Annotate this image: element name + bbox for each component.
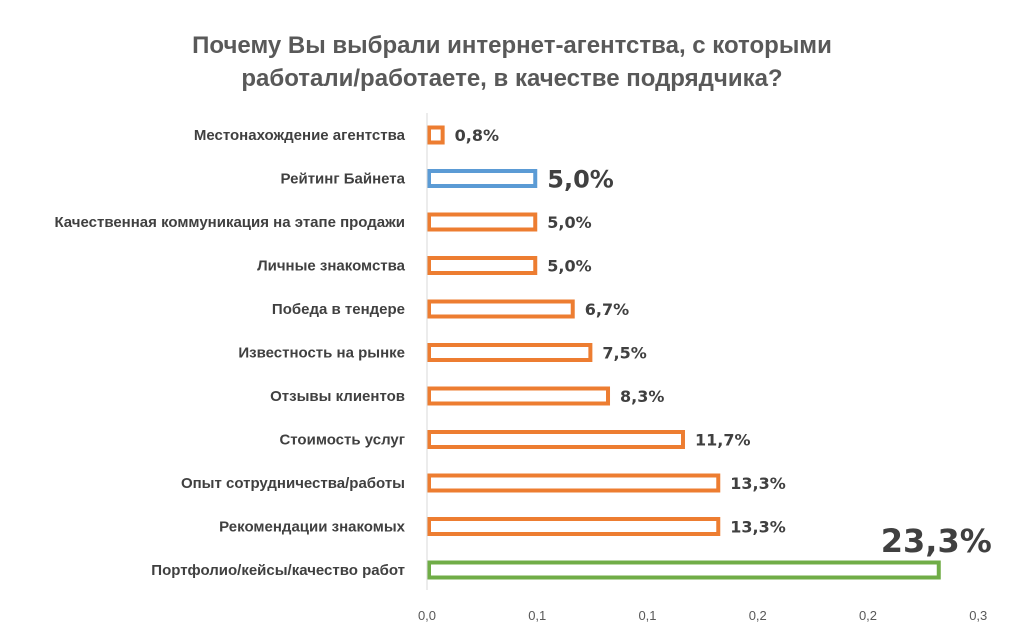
chart-title: Почему Вы выбрали интернет-агентства, с … <box>192 32 832 92</box>
x-tick-label: 0,0 <box>418 608 436 623</box>
category-label: Личные знакомства <box>257 258 406 275</box>
bars <box>427 125 941 580</box>
category-label: Известность на рынке <box>238 345 405 362</box>
category-label: Портфолио/кейсы/качество работ <box>151 562 405 579</box>
x-tick-label: 0,1 <box>638 608 656 623</box>
category-label: Отзывы клиентов <box>270 388 405 405</box>
data-label: 13,3% <box>730 518 786 537</box>
data-label: 5,0% <box>547 257 591 276</box>
x-axis: 0,0 0,1 0,1 0,2 0,2 0,3 <box>418 113 987 623</box>
x-tick-label: 0,2 <box>749 608 767 623</box>
data-label: 8,3% <box>620 387 664 406</box>
category-label: Рейтинг Байнета <box>281 171 406 188</box>
data-label: 11,7% <box>695 431 751 450</box>
bar <box>427 169 538 188</box>
bar <box>427 212 538 232</box>
data-labels: 0,8% 5,0% 5,0% 5,0% 6,7% 7,5% 8,3% 11,7% 13,3% 13… <box>455 126 992 560</box>
x-tick-label: 0,2 <box>859 608 877 623</box>
data-label: 7,5% <box>602 344 646 363</box>
bar <box>427 517 721 536</box>
category-labels: Местонахождение агентства Рейтинг Байнета… <box>54 127 405 579</box>
category-label: Качественная коммуникация на этапе прода… <box>54 214 405 231</box>
x-tick-label: 0,1 <box>528 608 546 623</box>
category-label: Стоимость услуг <box>279 432 405 449</box>
chart-title-line-1: Почему Вы выбрали интернет-агентства, с … <box>192 32 832 59</box>
data-label: 23,3% <box>881 522 992 560</box>
data-label: 0,8% <box>455 126 499 145</box>
bar <box>427 343 593 362</box>
bar <box>427 430 685 449</box>
bar <box>427 256 538 275</box>
category-label: Победа в тендере <box>272 301 405 318</box>
bar <box>427 125 445 145</box>
data-label: 5,0% <box>547 166 614 194</box>
x-tick-label: 0,3 <box>969 608 987 623</box>
bar <box>427 473 721 493</box>
bar <box>427 560 941 580</box>
data-label: 6,7% <box>585 300 629 319</box>
category-label: Опыт сотрудничества/работы <box>181 475 405 492</box>
bar <box>427 386 611 406</box>
category-label: Рекомендации знакомых <box>219 519 405 536</box>
data-label: 5,0% <box>547 213 591 232</box>
data-label: 13,3% <box>730 474 786 493</box>
chart-title-line-2: работали/работаете, в качестве подрядчик… <box>241 65 782 92</box>
category-label: Местонахождение агентства <box>194 127 406 144</box>
bar <box>427 299 575 319</box>
